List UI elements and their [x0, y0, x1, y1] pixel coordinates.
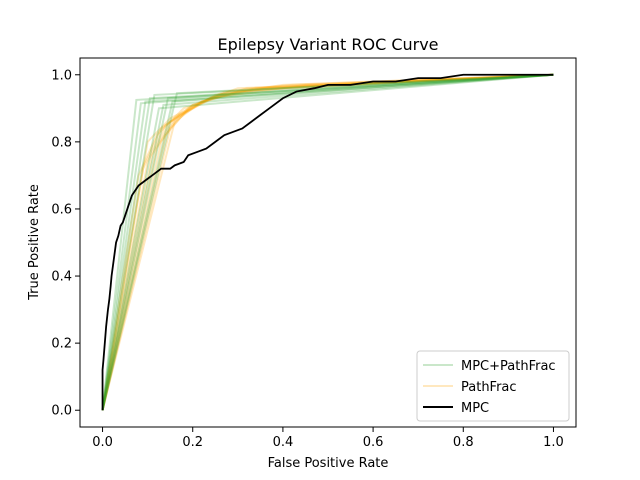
- chart-title: Epilepsy Variant ROC Curve: [217, 35, 438, 54]
- legend-label-mpc: MPC: [461, 401, 489, 416]
- y-tick-label: 0.0: [51, 404, 72, 419]
- roc-curve-pathfrac-2: [101, 73, 554, 411]
- y-tick-label: 0.2: [51, 337, 72, 352]
- y-ticks: 0.0 0.2 0.4 0.6 0.8 1.0: [51, 68, 80, 419]
- legend-box: [416, 350, 570, 422]
- x-tick-label: 0.6: [363, 435, 384, 450]
- roc-curve-mpc-pathfrac-1: [101, 73, 554, 411]
- legend-label-mpc-pathfrac: MPC+PathFrac: [461, 359, 556, 374]
- roc-curve-pathfrac-3: [101, 73, 554, 411]
- x-tick-label: 1.0: [543, 435, 564, 450]
- roc-curve-mpc-pathfrac-5: [101, 73, 554, 411]
- roc-curve-mpc-pathfrac-7: [101, 73, 554, 411]
- roc-curve-pathfrac-6: [101, 73, 554, 411]
- roc-curve-mpc-pathfrac-6: [101, 73, 554, 411]
- y-tick-label: 0.4: [51, 270, 72, 285]
- x-tick-label: 0.2: [182, 435, 203, 450]
- roc-curve-pathfrac-7: [101, 73, 554, 411]
- roc-curve-mpc-pathfrac-4: [101, 73, 554, 411]
- roc-curve-pathfrac-5: [101, 73, 554, 411]
- roc-curve-mpc-pathfrac-9: [101, 73, 554, 411]
- legend-label-pathfrac: PathFrac: [461, 380, 517, 395]
- legend: MPC+PathFrac PathFrac MPC: [416, 350, 570, 422]
- x-axis-label: False Positive Rate: [268, 456, 389, 471]
- y-tick-label: 1.0: [51, 68, 72, 83]
- roc-curve-pathfrac-9: [101, 73, 554, 411]
- roc-curve-mpc-pathfrac-0: [101, 73, 554, 411]
- x-ticks: 0.0 0.2 0.4 0.6 0.8 1.0: [92, 427, 564, 450]
- plot-frame: [79, 57, 577, 428]
- y-axis-label: True Positive Rate: [27, 184, 42, 301]
- roc-curve-mpc-0: [101, 73, 554, 411]
- x-tick-label: 0.4: [273, 435, 294, 450]
- y-tick-label: 0.8: [51, 135, 72, 150]
- roc-curve-mpc-pathfrac-3: [101, 73, 554, 411]
- roc-curve-pathfrac-8: [101, 73, 554, 411]
- x-tick-label: 0.0: [92, 435, 113, 450]
- series-layer: [101, 73, 554, 411]
- roc-curve-mpc-pathfrac-8: [101, 73, 554, 411]
- x-tick-label: 0.8: [453, 435, 474, 450]
- y-tick-label: 0.6: [51, 202, 72, 217]
- roc-curve-mpc-pathfrac-2: [101, 73, 554, 411]
